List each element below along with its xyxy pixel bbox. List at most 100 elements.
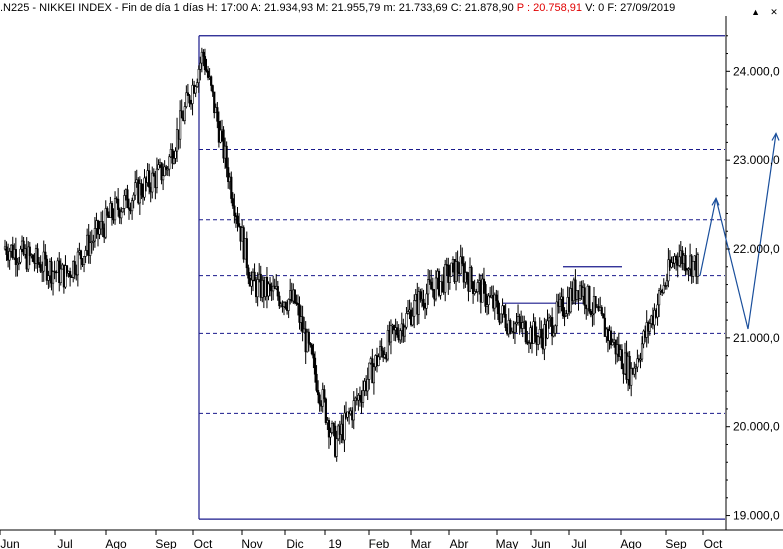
candle-body (132, 194, 135, 201)
candle-body (179, 110, 182, 140)
x-tick-label: Feb (369, 537, 390, 549)
candle-body (588, 285, 591, 312)
candle-body (493, 294, 496, 309)
candle-body (309, 342, 312, 346)
candle-body (594, 296, 597, 308)
candle-body (687, 268, 690, 271)
y-tick-label: 21.000,0 (733, 331, 780, 345)
candle-body (93, 228, 96, 242)
candle-body (227, 167, 230, 183)
candle-body (140, 183, 143, 196)
candle-body (76, 251, 79, 276)
candle-body (44, 251, 47, 260)
candle-body (117, 198, 120, 210)
candle-body (444, 264, 447, 293)
candle-body (134, 182, 137, 196)
candle-body (174, 150, 177, 159)
candle-body (210, 76, 213, 86)
close-icon[interactable]: ✕ (770, 7, 778, 17)
candle-body (670, 262, 673, 268)
candle-body (237, 223, 241, 227)
candle-body (216, 107, 219, 122)
candle-body (284, 302, 287, 308)
candle-body (14, 249, 17, 265)
candle-body (361, 390, 365, 403)
candle-body (213, 91, 216, 114)
candle-body (219, 129, 222, 143)
candle-body (518, 316, 521, 323)
candle-body (163, 166, 166, 177)
candle-body (225, 145, 228, 168)
candle-body (482, 278, 486, 285)
candle-body (540, 329, 543, 339)
candle-body (386, 330, 389, 360)
candle-body (222, 129, 225, 159)
candle-body (600, 307, 603, 315)
candle-body (664, 285, 667, 287)
candle-body (194, 86, 197, 94)
candle-body (84, 250, 87, 257)
candle-body (422, 298, 425, 307)
candle-body (533, 321, 537, 336)
candle-body (155, 168, 159, 189)
candle-body (574, 279, 577, 300)
candle-body (110, 202, 114, 218)
candle-body (648, 323, 651, 332)
candle-body (465, 272, 469, 280)
candle-body (630, 368, 633, 386)
candle-body (168, 156, 171, 170)
x-tick-label: Sep (665, 537, 687, 549)
candle-body (180, 110, 183, 119)
candle-body (45, 258, 48, 281)
candle-body (513, 323, 517, 333)
candle-body (430, 281, 433, 290)
candle-body (546, 320, 549, 339)
candle-body (589, 310, 592, 316)
candle-body (372, 366, 376, 384)
candle-body (191, 84, 194, 104)
minimize-icon[interactable]: ▲ (751, 7, 760, 17)
candle-body (27, 246, 30, 270)
candle-body (313, 357, 317, 375)
candle-body (106, 208, 109, 216)
candle-body (692, 261, 695, 277)
candle-body (603, 317, 606, 337)
candle-body (236, 215, 239, 224)
candle-body (476, 282, 479, 292)
candle-body (368, 362, 371, 380)
candle-body (461, 256, 464, 264)
candle-body (428, 279, 431, 283)
candle-body (470, 267, 473, 282)
candle-body (69, 271, 72, 277)
candle-body (166, 168, 169, 171)
candle-body (323, 389, 326, 400)
candle-body (250, 279, 253, 287)
candle-body (113, 198, 117, 221)
candle-body (405, 313, 408, 328)
candle-body (377, 356, 380, 366)
candle-body (656, 304, 659, 318)
candle-body (92, 240, 95, 243)
header-symbol: .N225 - NIKKEI INDEX - Fin de día 1 días (0, 2, 204, 14)
candle-body (558, 298, 561, 307)
projection-path (699, 132, 780, 330)
candle-body (403, 326, 407, 337)
candle-body (448, 276, 451, 283)
x-tick-label: Ago (620, 537, 642, 549)
candle-body (389, 325, 393, 343)
candle-body (64, 265, 67, 288)
candle-body (127, 207, 131, 210)
candle-body (662, 285, 665, 293)
candle-body (151, 172, 154, 193)
candle-body (165, 166, 168, 170)
candle-body (82, 256, 86, 265)
y-tick-label: 24.000,0 (733, 64, 780, 78)
candle-body (481, 278, 484, 303)
candlestick-series (3, 47, 699, 462)
y-tick-label: 20.000,0 (733, 420, 780, 434)
y-tick-label: 22.000,0 (733, 242, 780, 256)
candle-body (634, 366, 637, 369)
chart-grid (0, 16, 783, 531)
candle-body (315, 373, 318, 391)
